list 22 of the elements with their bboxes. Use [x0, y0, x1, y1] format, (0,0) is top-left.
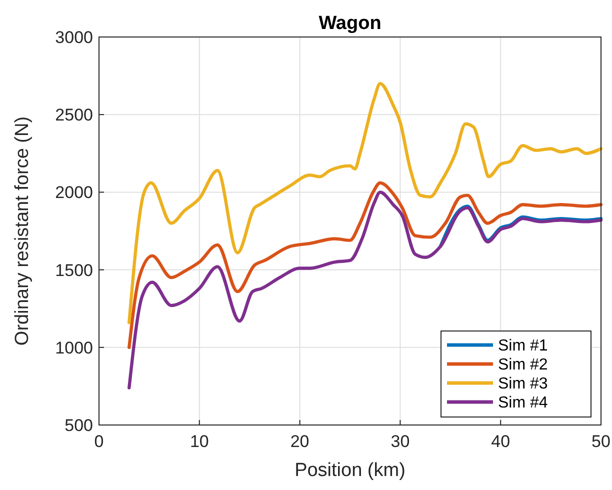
legend-label: Sim #4 [498, 394, 548, 412]
x-tick-label: 20 [290, 432, 310, 451]
y-tick-label: 1500 [55, 260, 93, 280]
line-series [128, 82, 603, 324]
legend-label: Sim #2 [498, 356, 548, 374]
x-tick-label: 10 [190, 432, 209, 451]
y-tick-label: 2500 [55, 106, 93, 125]
legend-label: Sim #3 [498, 376, 548, 393]
y-tick-label: 1000 [55, 338, 93, 358]
x-tick-label: 40 [491, 432, 510, 451]
x-tick-label: 0 [94, 432, 104, 451]
y-tick-label: 500 [64, 416, 93, 435]
x-axis-title: Position (km) [294, 460, 406, 481]
x-tick-label: 50 [592, 432, 610, 451]
line-series [128, 181, 603, 349]
x-tick-label: 30 [390, 432, 410, 451]
y-tick-label: 2000 [55, 183, 93, 202]
chart-title: Wagon [318, 13, 382, 34]
line-series [128, 190, 603, 390]
legend-label: Sim #1 [498, 338, 548, 355]
y-tick-label: 3000 [55, 28, 93, 47]
y-axis-title: Ordinary resistant force (N) [12, 116, 33, 346]
